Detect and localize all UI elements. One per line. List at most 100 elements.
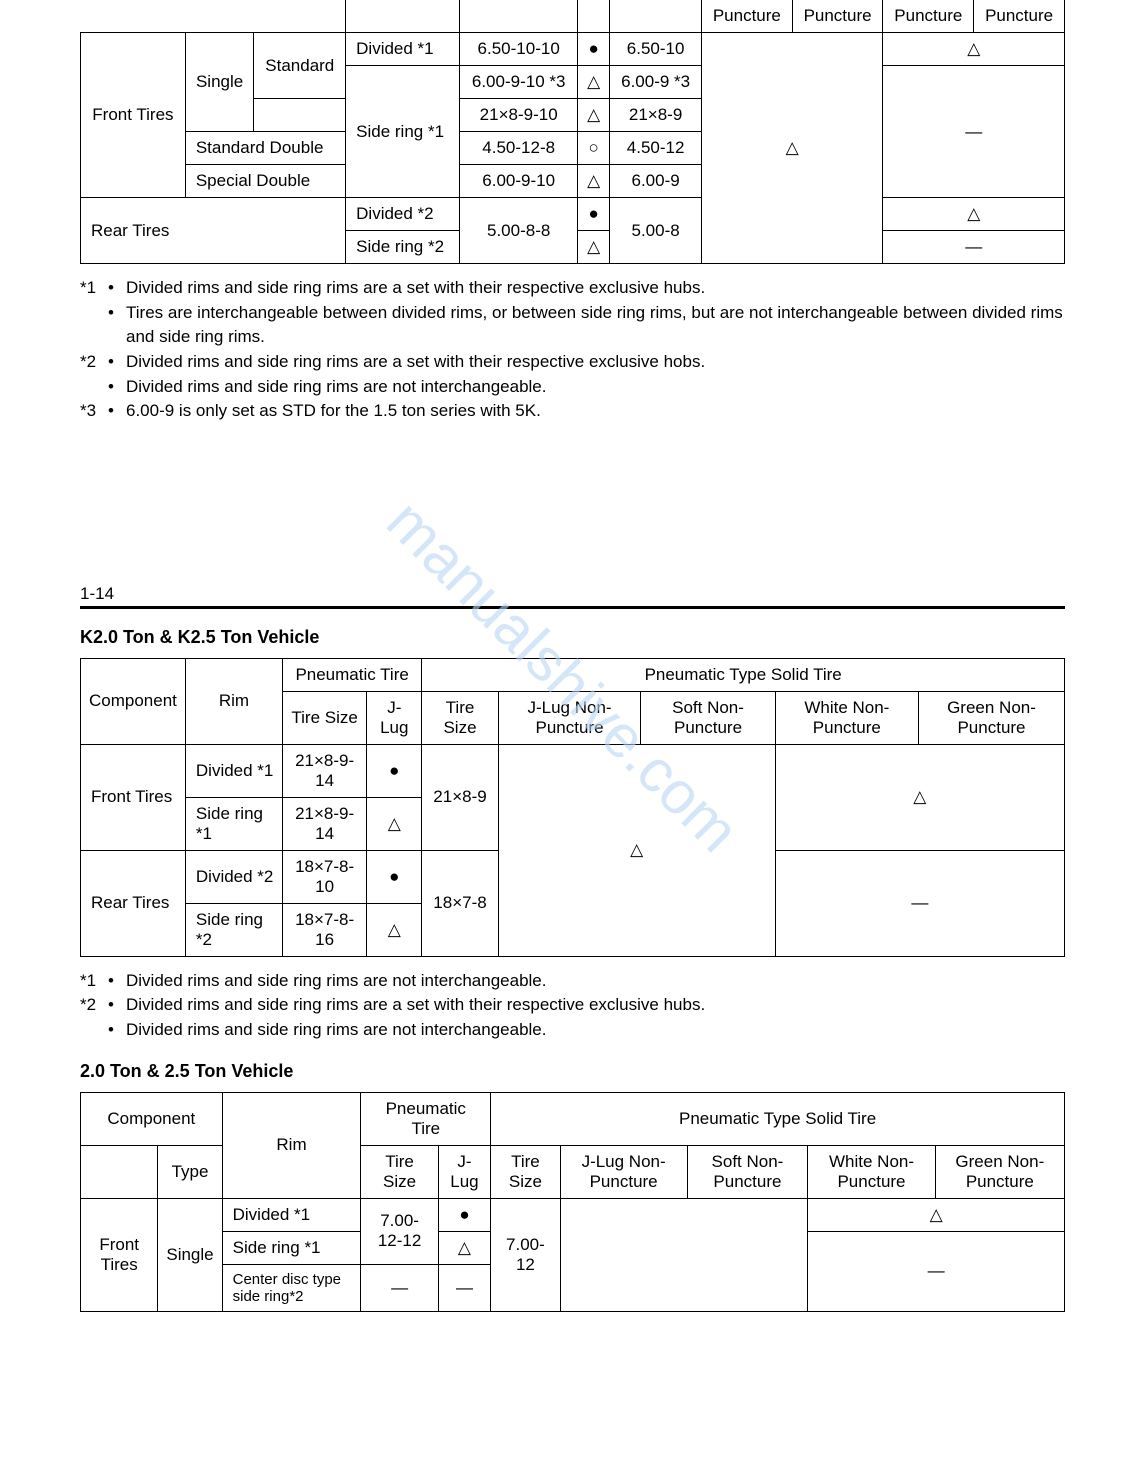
note-text: Tires are interchangeable between divide…: [126, 301, 1065, 350]
hdr-pneumatic: Pneumatic Tire: [361, 1092, 491, 1145]
cell-jlug: △: [367, 797, 422, 850]
cell-tire-size: —: [361, 1264, 438, 1311]
section-title-2: K2.0 Ton & K2.5 Ton Vehicle: [80, 627, 1065, 648]
cell-jlug: —: [438, 1264, 490, 1311]
hdr-type: Type: [158, 1145, 222, 1198]
hdr-solid: Pneumatic Type Solid Tire: [491, 1092, 1065, 1145]
hdr-jlug: J-Lug: [367, 691, 422, 744]
cell-jlug: △: [578, 165, 610, 198]
note-sup: *2: [80, 350, 108, 375]
hdr-puncture-4: Puncture: [974, 0, 1065, 33]
cell-front-tires: Front Tires: [81, 1198, 158, 1311]
note-text: Divided rims and side ring rims are a se…: [126, 350, 1065, 375]
cell-solid-size: 4.50-12: [610, 132, 702, 165]
cell-jlug: ●: [578, 33, 610, 66]
table-row: Front Tires Divided *1 21×8-9-14 ● 21×8-…: [81, 744, 1065, 797]
hdr-green-np: Green Non-Puncture: [935, 1145, 1064, 1198]
table-3: Component Rim Pneumatic Tire Pneumatic T…: [80, 1092, 1065, 1312]
cell-jlug: △: [438, 1231, 490, 1264]
note-text: Divided rims and side ring rims are not …: [126, 1018, 1065, 1043]
note-sup: *3: [80, 399, 108, 424]
hdr-jlug-np: J-Lug Non-Puncture: [498, 691, 641, 744]
cell-rim-side-ring: Side ring *1: [346, 66, 460, 198]
hdr-soft-np: Soft Non-Puncture: [687, 1145, 808, 1198]
cell-right: △: [775, 744, 1064, 850]
cell-right: —: [775, 850, 1064, 956]
hdr-jlug: J-Lug: [438, 1145, 490, 1198]
cell-rim: Side ring *1: [185, 797, 282, 850]
hdr-green-np: Green Non-Puncture: [919, 691, 1065, 744]
cell-solid-size: 21×8-9: [610, 99, 702, 132]
cell-jlug: ●: [438, 1198, 490, 1231]
hdr-jlug-np: J-Lug Non-Puncture: [560, 1145, 687, 1198]
cell-tire-size: 21×8-9-10: [460, 99, 578, 132]
cell-rim: Side ring *1: [222, 1231, 361, 1264]
hdr-rim: Rim: [222, 1092, 361, 1198]
notes-block-1: *1•Divided rims and side ring rims are a…: [80, 276, 1065, 424]
cell-tire-size: 21×8-9-14: [282, 797, 366, 850]
cell-rim: Side ring *2: [346, 231, 460, 264]
cell-right-tri: △: [883, 198, 1065, 231]
cell-tire-size: 6.00-9-10: [460, 165, 578, 198]
note-sup: *1: [80, 276, 108, 301]
note-text: Divided rims and side ring rims are a se…: [126, 993, 1065, 1018]
hdr-component: Component: [81, 658, 186, 744]
cell-component: Rear Tires: [81, 850, 186, 956]
notes-block-2: *1•Divided rims and side ring rims are n…: [80, 969, 1065, 1043]
note-text: Divided rims and side ring rims are not …: [126, 969, 1065, 994]
hdr-puncture-3: Puncture: [883, 0, 974, 33]
cell-mid-tri: △: [701, 33, 882, 264]
cell-single: Single: [185, 33, 254, 132]
cell-special-double: Special Double: [185, 165, 345, 198]
cell-solid-size: 5.00-8: [610, 198, 702, 264]
cell-rim: Divided *1: [222, 1198, 361, 1231]
cell-tire-size: 4.50-12-8: [460, 132, 578, 165]
hdr-solid-tire-size: Tire Size: [491, 1145, 561, 1198]
hdr-tire-size: Tire Size: [361, 1145, 438, 1198]
cell-rim: Side ring *2: [185, 903, 282, 956]
cell-solid-size: 6.50-10: [610, 33, 702, 66]
cell-jlug: △: [367, 903, 422, 956]
cell-mid-tri: △: [498, 744, 775, 956]
cell-right-tri: △: [883, 33, 1065, 66]
table-row: Rear Tires Divided *2 5.00-8-8 ● 5.00-8 …: [81, 198, 1065, 231]
hdr-puncture-2: Puncture: [792, 0, 883, 33]
cell-tire-size: 5.00-8-8: [460, 198, 578, 264]
cell-solid-size: 7.00-12: [491, 1198, 561, 1311]
cell-component: Front Tires: [81, 744, 186, 850]
cell-right-dash: —: [883, 231, 1065, 264]
table-2: Component Rim Pneumatic Tire Pneumatic T…: [80, 658, 1065, 957]
note-text: Divided rims and side ring rims are not …: [126, 375, 1065, 400]
cell-tire-size: 6.50-10-10: [460, 33, 578, 66]
cell-solid-size: 21×8-9: [422, 744, 498, 850]
hdr-puncture-1: Puncture: [701, 0, 792, 33]
hdr-white-np: White Non-Puncture: [775, 691, 918, 744]
cell-tire-size: 21×8-9-14: [282, 744, 366, 797]
cell-rim: Divided *1: [185, 744, 282, 797]
hdr-tire-size: Tire Size: [282, 691, 366, 744]
table-header-row: Component Rim Pneumatic Tire Pneumatic T…: [81, 658, 1065, 691]
cell-jlug: ○: [578, 132, 610, 165]
section-rule: [80, 606, 1065, 609]
cell-rim: Center disc type side ring*2: [222, 1264, 361, 1311]
cell-tire-size: 18×7-8-16: [282, 903, 366, 956]
cell-jlug: ●: [367, 744, 422, 797]
cell-rear-tires: Rear Tires: [81, 198, 346, 264]
cell-rim: Divided *2: [185, 850, 282, 903]
cell-tire-size: 7.00-12-12: [361, 1198, 438, 1264]
section-title-3: 2.0 Ton & 2.5 Ton Vehicle: [80, 1061, 1065, 1082]
hdr-solid-tire-size: Tire Size: [422, 691, 498, 744]
cell-jlug: △: [578, 99, 610, 132]
hdr-rim: Rim: [185, 658, 282, 744]
cell-jlug: ●: [578, 198, 610, 231]
page-number: 1-14: [80, 584, 1065, 606]
table1-header-fragment: Puncture Puncture Puncture Puncture: [81, 0, 1065, 33]
hdr-white-np: White Non-Puncture: [808, 1145, 935, 1198]
table-row: Front Tires Single Divided *1 7.00-12-12…: [81, 1198, 1065, 1231]
note-text: 6.00-9 is only set as STD for the 1.5 to…: [126, 399, 1065, 424]
cell-type-single: Single: [158, 1198, 222, 1311]
cell-jlug: △: [578, 66, 610, 99]
cell-jlug: ●: [367, 850, 422, 903]
note-sup: *1: [80, 969, 108, 994]
cell-jlug: △: [578, 231, 610, 264]
